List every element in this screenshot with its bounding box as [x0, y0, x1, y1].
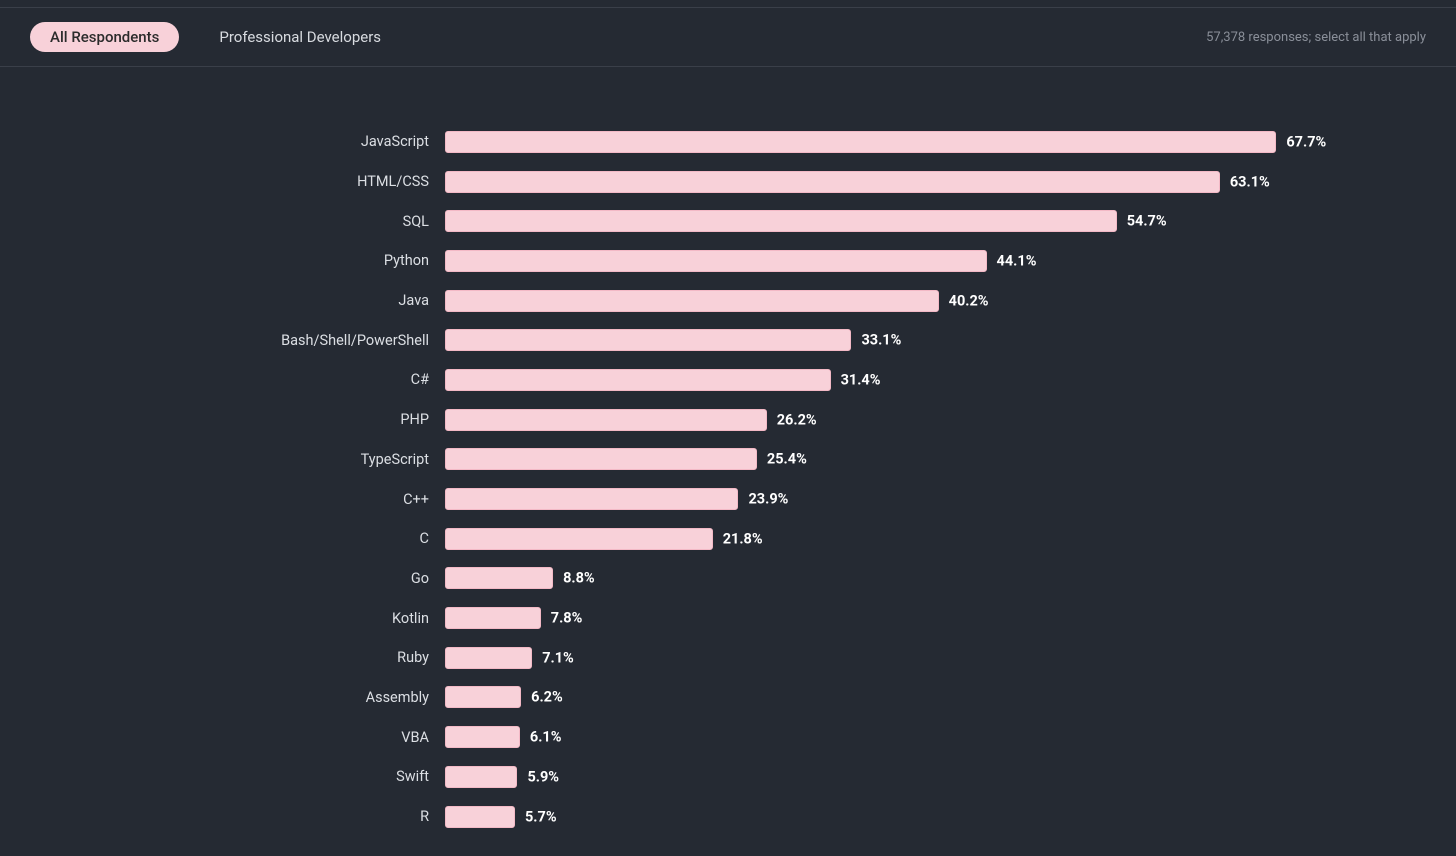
chart-row-value: 40.2% [949, 292, 989, 309]
chart-row-value: 44.1% [997, 252, 1037, 269]
chart-row-bar[interactable] [445, 567, 553, 589]
chart-row: TypeScript 25.4% [0, 440, 1336, 480]
chart-row: SQL 54.7% [0, 201, 1336, 241]
chart-row-value: 54.7% [1127, 213, 1167, 230]
chart-row-track: 44.1% [445, 250, 1335, 272]
chart-row-bar[interactable] [445, 647, 532, 669]
chart-row: Bash/Shell/PowerShell 33.1% [0, 320, 1336, 360]
chart-row-label: Bash/Shell/PowerShell [0, 332, 445, 349]
chart-row-track: 7.1% [445, 647, 1335, 669]
chart-row-bar[interactable] [445, 488, 738, 510]
chart-row-track: 67.7% [445, 131, 1335, 153]
chart-row: C++ 23.9% [0, 479, 1336, 519]
chart-row: Ruby 7.1% [0, 638, 1336, 678]
chart-row-value: 31.4% [841, 371, 881, 388]
chart-row-label: Go [0, 570, 445, 587]
chart-row: Python 44.1% [0, 241, 1336, 281]
chart-row: R 5.7% [0, 797, 1336, 837]
chart-row-value: 5.7% [525, 808, 557, 825]
chart-row-bar[interactable] [445, 171, 1220, 193]
chart-row-bar[interactable] [445, 329, 851, 351]
chart-row-bar[interactable] [445, 369, 831, 391]
chart-row-track: 5.9% [445, 766, 1335, 788]
chart-row-label: R [0, 808, 445, 825]
chart-row-track: 26.2% [445, 409, 1335, 431]
chart-row-track: 63.1% [445, 171, 1335, 193]
chart-row: HTML/CSS 63.1% [0, 162, 1336, 202]
chart-row-value: 6.2% [531, 689, 563, 706]
chart-row-label: Java [0, 292, 445, 309]
chart-row-bar[interactable] [445, 607, 541, 629]
chart-row-value: 5.9% [527, 768, 559, 785]
chart-row-label: C# [0, 371, 445, 388]
page: All Respondents Professional Developers 57… [0, 0, 1456, 856]
chart-row-bar[interactable] [445, 210, 1117, 232]
chart-row-bar[interactable] [445, 806, 515, 828]
chart-row-bar[interactable] [445, 250, 987, 272]
chart-row: Kotlin 7.8% [0, 598, 1336, 638]
chart-row-label: TypeScript [0, 451, 445, 468]
chart-row-label: HTML/CSS [0, 173, 445, 190]
tab-all-respondents[interactable]: All Respondents [30, 22, 179, 52]
chart-row-value: 7.1% [542, 649, 574, 666]
chart-row-bar[interactable] [445, 448, 757, 470]
chart-row-track: 5.7% [445, 806, 1335, 828]
chart-row: C# 31.4% [0, 360, 1336, 400]
chart-row-track: 8.8% [445, 567, 1335, 589]
chart-row-bar[interactable] [445, 528, 713, 550]
tab-bar: All Respondents Professional Developers 57… [0, 8, 1456, 67]
chart-row-label: C [0, 530, 445, 547]
chart-row-label: Ruby [0, 649, 445, 666]
chart-row-label: SQL [0, 213, 445, 230]
chart-row-value: 63.1% [1230, 173, 1270, 190]
chart-row-bar[interactable] [445, 409, 767, 431]
chart-row-track: 7.8% [445, 607, 1335, 629]
chart-row-bar[interactable] [445, 726, 520, 748]
response-meta: 57,378 responses; select all that apply [1206, 30, 1426, 45]
chart-row-label: Swift [0, 768, 445, 785]
chart-row-label: C++ [0, 491, 445, 508]
chart-row-track: 6.1% [445, 726, 1335, 748]
chart-row-label: JavaScript [0, 133, 445, 150]
chart-row: JavaScript 67.7% [0, 122, 1336, 162]
chart-row-value: 7.8% [551, 610, 583, 627]
chart-row-label: VBA [0, 729, 445, 746]
chart-row-track: 33.1% [445, 329, 1335, 351]
chart-row-label: PHP [0, 411, 445, 428]
chart-row-label: Assembly [0, 689, 445, 706]
chart-row-bar[interactable] [445, 686, 521, 708]
chart-row-track: 25.4% [445, 448, 1335, 470]
chart-row-track: 31.4% [445, 369, 1335, 391]
chart-row: Swift 5.9% [0, 757, 1336, 797]
tab-professional-developers[interactable]: Professional Developers [199, 22, 401, 52]
chart-row-track: 40.2% [445, 290, 1335, 312]
chart-row: Assembly 6.2% [0, 678, 1336, 718]
chart-row-value: 67.7% [1286, 133, 1326, 150]
chart-row-track: 23.9% [445, 488, 1335, 510]
chart-row: VBA 6.1% [0, 717, 1336, 757]
chart-row-label: Kotlin [0, 610, 445, 627]
chart-row-value: 25.4% [767, 451, 807, 468]
languages-bar-chart: JavaScript 67.7% HTML/CSS 63.1% SQL 54.7% Pyth… [0, 67, 1456, 836]
chart-row-value: 8.8% [563, 570, 595, 587]
chart-row-value: 23.9% [748, 491, 788, 508]
chart-row-value: 26.2% [777, 411, 817, 428]
chart-row-label: Python [0, 252, 445, 269]
chart-row-track: 54.7% [445, 210, 1335, 232]
chart-row-bar[interactable] [445, 766, 517, 788]
chart-row-bar[interactable] [445, 290, 939, 312]
chart-row: Java 40.2% [0, 281, 1336, 321]
chart-row: C 21.8% [0, 519, 1336, 559]
chart-row-track: 6.2% [445, 686, 1335, 708]
chart-row: PHP 26.2% [0, 400, 1336, 440]
top-divider [0, 0, 1456, 8]
chart-row-value: 33.1% [861, 332, 901, 349]
chart-row-value: 21.8% [723, 530, 763, 547]
chart-row: Go 8.8% [0, 559, 1336, 599]
chart-row-value: 6.1% [530, 729, 562, 746]
chart-row-track: 21.8% [445, 528, 1335, 550]
chart-row-bar[interactable] [445, 131, 1276, 153]
